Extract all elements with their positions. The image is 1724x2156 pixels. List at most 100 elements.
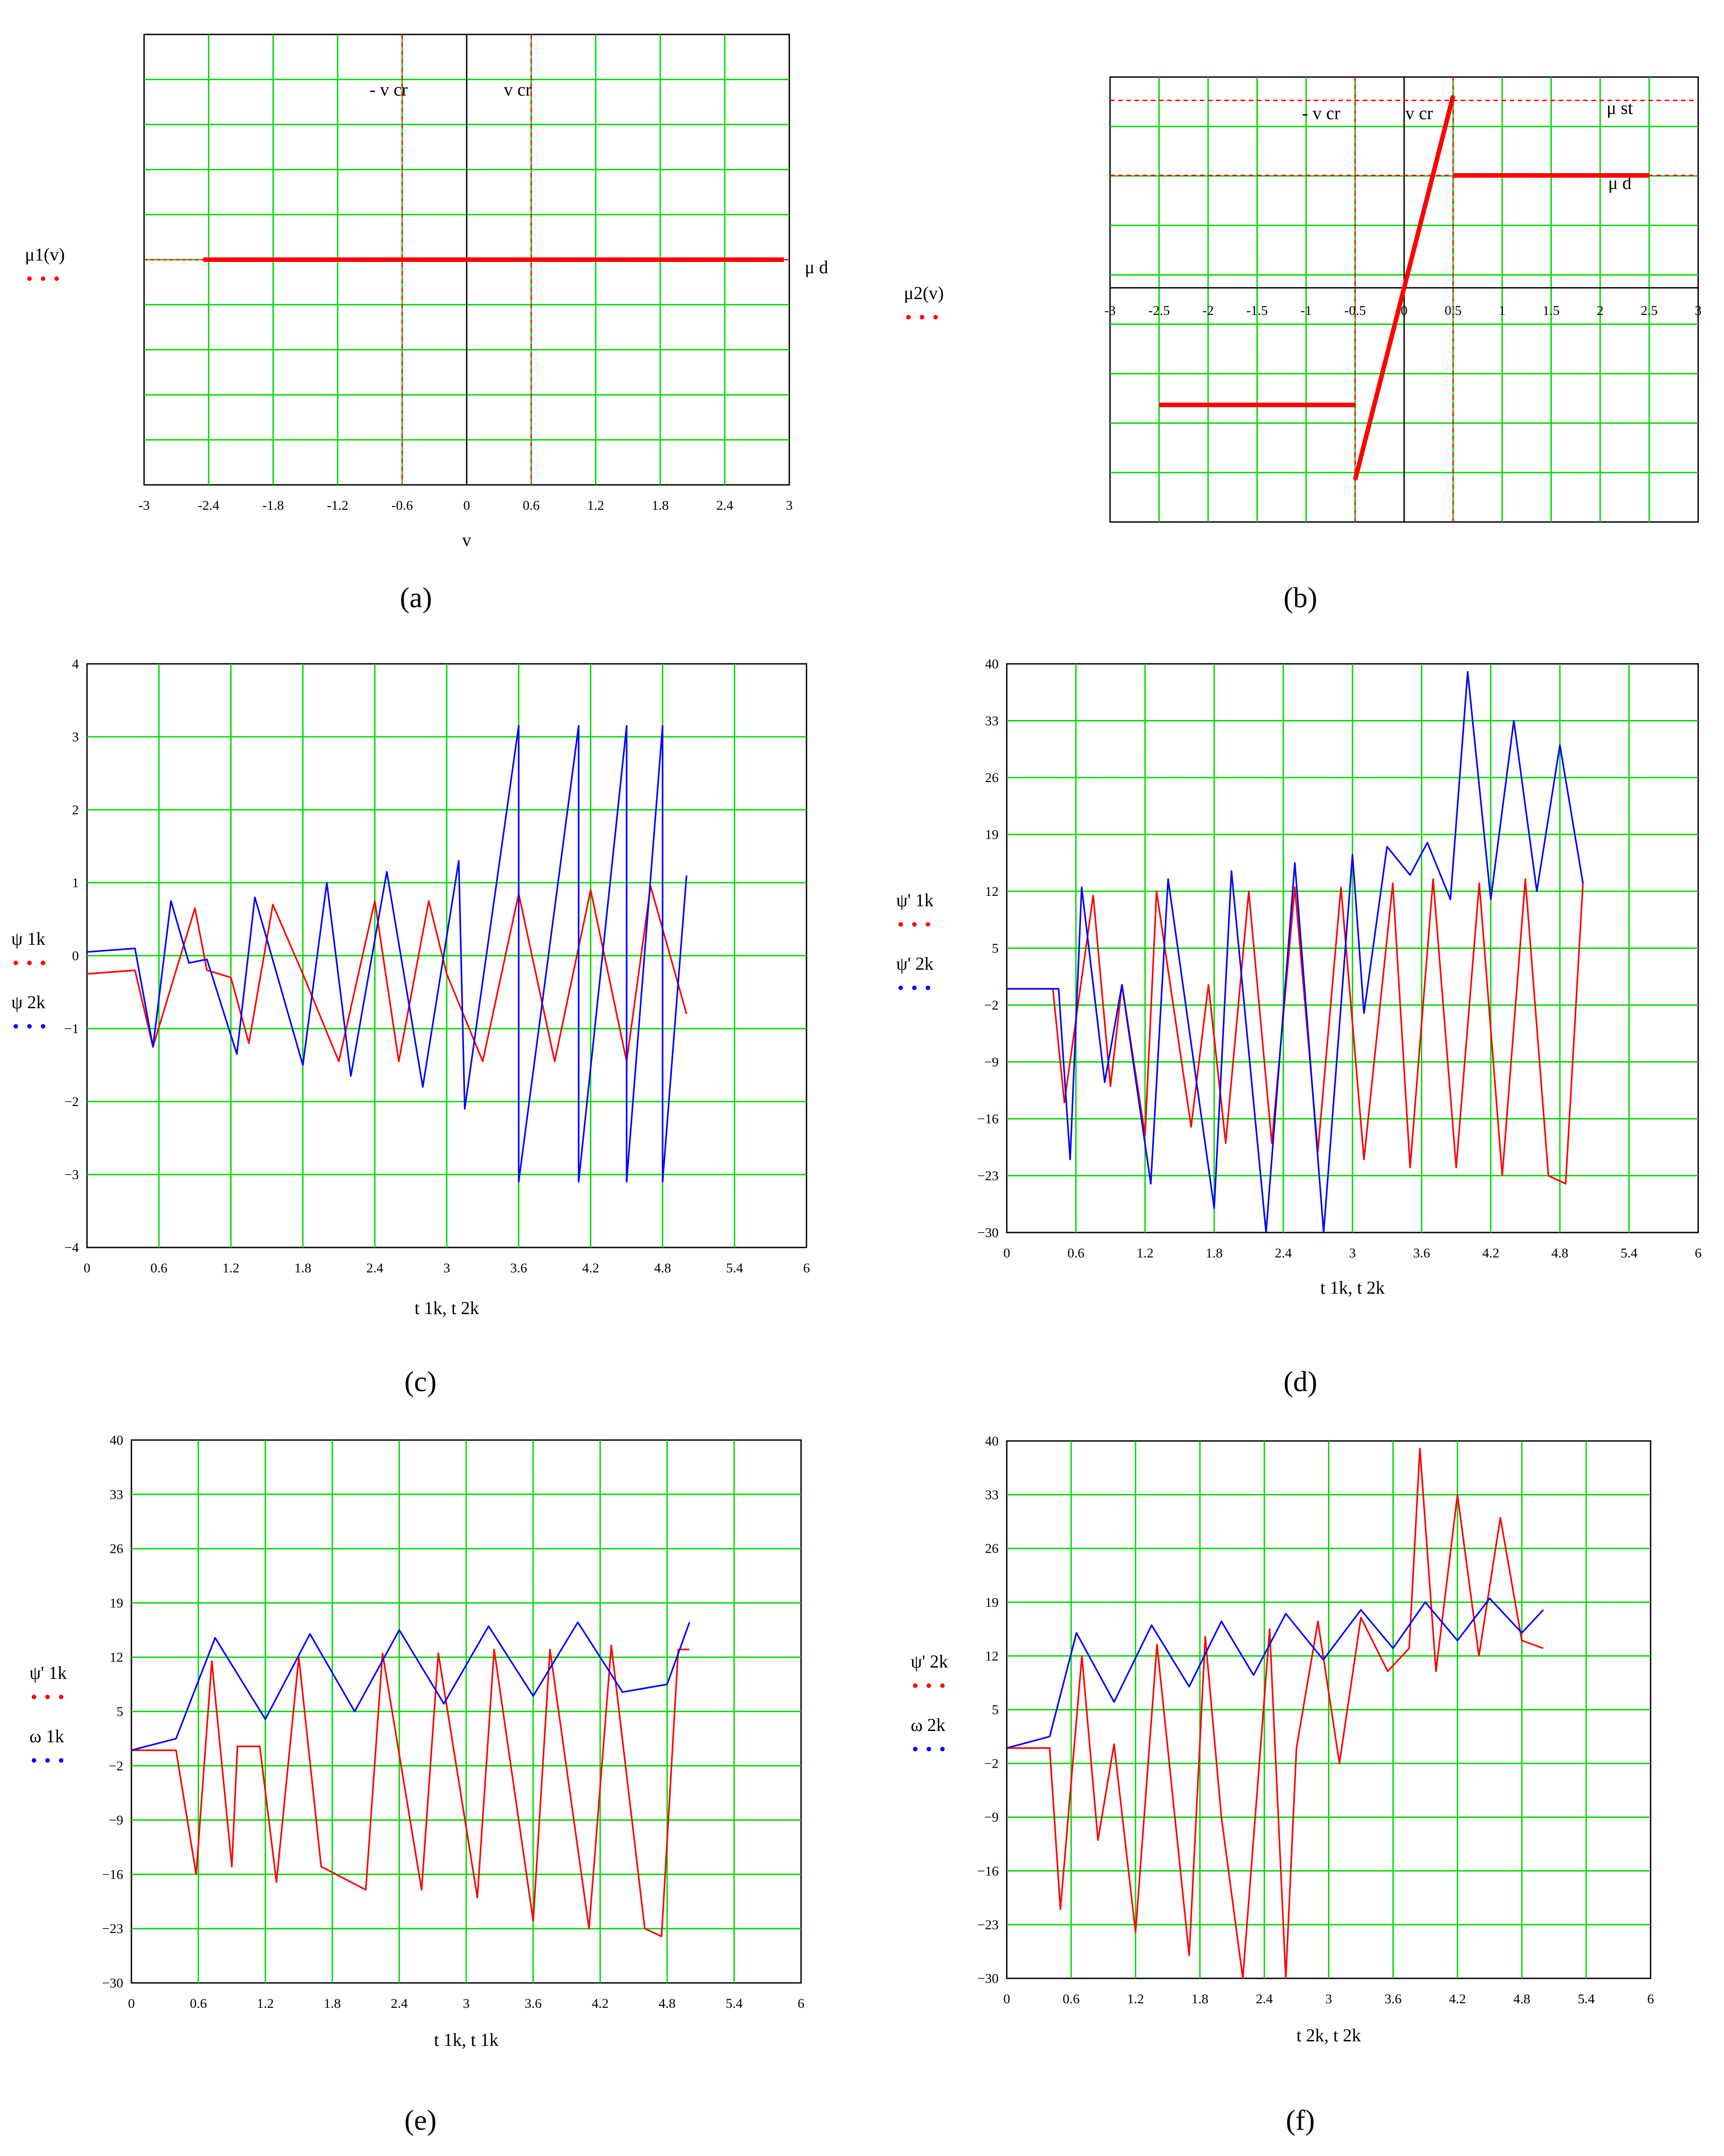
reference-label: v cr xyxy=(504,79,531,100)
legend-marker xyxy=(940,1683,945,1688)
y-tick-label: −16 xyxy=(102,1867,123,1882)
legend-marker xyxy=(940,1747,945,1751)
x-tick-label: 1.8 xyxy=(1206,1246,1223,1261)
x-tick-label: -0.6 xyxy=(391,498,413,513)
x-tick-label: -0.5 xyxy=(1344,303,1366,318)
series-line xyxy=(131,1644,690,1938)
x-tick-label: 1.8 xyxy=(652,498,669,513)
x-tick-label: 2.4 xyxy=(1256,1992,1273,2006)
x-tick-label: 3 xyxy=(444,1261,450,1276)
x-axis-label: v xyxy=(462,530,471,550)
x-tick-label: 6 xyxy=(803,1261,810,1276)
x-tick-label: 1.2 xyxy=(222,1261,240,1276)
reference-label: - v cr xyxy=(369,79,407,100)
x-tick-label: 5.4 xyxy=(725,1996,743,2011)
legend-label: ψ 2k xyxy=(11,992,45,1012)
x-tick-label: 0 xyxy=(128,1996,135,2011)
x-tick-label: 6 xyxy=(798,1996,805,2011)
x-tick-label: -1.8 xyxy=(262,498,284,513)
x-axis-label: t 1k, t 2k xyxy=(1320,1277,1385,1298)
legend-marker xyxy=(27,961,32,965)
legend-label: μ1(v) xyxy=(25,244,65,265)
x-tick-label: 0 xyxy=(464,498,470,513)
x-tick-label: 1.8 xyxy=(324,1996,341,2011)
x-tick-label: 4.8 xyxy=(654,1261,671,1276)
x-tick-label: 2.4 xyxy=(391,1996,408,2011)
legend-marker xyxy=(926,922,930,927)
y-tick-label: −4 xyxy=(64,1240,79,1255)
x-axis-label: t 2k, t 2k xyxy=(1296,2025,1361,2045)
x-tick-label: 3.6 xyxy=(1413,1246,1430,1261)
legend-label: ψ 1k xyxy=(11,928,45,949)
x-tick-label: 5.4 xyxy=(1621,1246,1638,1261)
legend-marker xyxy=(59,1758,63,1763)
legend-label: ψ' 1k xyxy=(896,890,933,910)
y-tick-label: 5 xyxy=(992,941,999,956)
x-tick-label: 3 xyxy=(1325,1992,1332,2006)
legend-marker xyxy=(41,961,45,965)
x-tick-label: -1 xyxy=(1300,303,1312,318)
x-tick-label: 3.6 xyxy=(525,1996,542,2011)
x-tick-label: 3 xyxy=(1695,303,1702,318)
x-tick-label: 2 xyxy=(1597,303,1603,318)
legend-marker xyxy=(27,276,32,281)
x-tick-label: 1.8 xyxy=(1192,1992,1209,2006)
chart-d: 0 0.6 1.2 1.8 2.4 3 3.6 4.2 4.8 5.4 6 −30 −23 −16 −9 −2… xyxy=(896,657,1702,1397)
x-tick-label: -3 xyxy=(1105,303,1116,318)
legend-marker xyxy=(913,1747,918,1751)
x-tick-label: 0.5 xyxy=(1444,303,1462,318)
y-tick-label: 19 xyxy=(110,1595,123,1610)
annotation-label: μ d xyxy=(805,257,828,277)
legend-marker xyxy=(45,1758,50,1763)
x-tick-label: 6 xyxy=(1695,1246,1702,1261)
chart-f: 0 0.6 1.2 1.8 2.4 3 3.6 4.2 4.8 5.4 6 −30 −23 −16 −9 −2… xyxy=(911,1434,1654,2136)
y-tick-label: −2 xyxy=(64,1094,79,1109)
y-tick-label: 12 xyxy=(985,884,999,899)
caption: (a) xyxy=(400,581,432,614)
series-line xyxy=(1007,671,1584,1233)
legend-label: ψ' 2k xyxy=(896,953,933,974)
y-tick-label: −30 xyxy=(102,1976,123,1991)
legend-label: ω 1k xyxy=(29,1726,64,1746)
legend-marker xyxy=(912,922,917,927)
x-tick-label: 1.2 xyxy=(257,1996,274,2011)
x-tick-label: -2.5 xyxy=(1148,303,1170,318)
series-line xyxy=(1007,1448,1544,1979)
x-tick-label: 3 xyxy=(1349,1246,1356,1261)
y-tick-label: 33 xyxy=(985,1488,999,1503)
x-tick-label: 0.6 xyxy=(150,1261,168,1276)
series-line xyxy=(1007,878,1584,1185)
y-tick-label: 2 xyxy=(72,802,79,817)
x-tick-label: -1.2 xyxy=(327,498,348,513)
legend-marker xyxy=(898,986,903,990)
legend-label: ω 2k xyxy=(911,1715,945,1735)
x-axis-label: t 1k, t 2k xyxy=(415,1298,479,1318)
caption: (d) xyxy=(1284,1365,1318,1397)
x-tick-label: 4.2 xyxy=(1449,1992,1466,2006)
x-tick-label: 6 xyxy=(1647,1992,1654,2006)
series-line xyxy=(1006,1597,1544,1749)
y-tick-label: −23 xyxy=(977,1917,999,1932)
y-tick-label: −30 xyxy=(977,1225,999,1240)
reference-label: μ st xyxy=(1607,98,1633,118)
x-tick-label: 1.2 xyxy=(587,498,604,513)
y-tick-label: −2 xyxy=(984,998,999,1013)
y-tick-label: 12 xyxy=(985,1648,999,1663)
legend-marker xyxy=(27,1024,32,1029)
legend-marker xyxy=(920,315,924,319)
y-tick-label: 3 xyxy=(72,730,79,744)
y-tick-label: −9 xyxy=(109,1813,123,1828)
legend-marker xyxy=(32,1695,36,1699)
y-tick-label: −2 xyxy=(109,1759,123,1774)
legend-marker xyxy=(927,1747,931,1751)
legend-marker xyxy=(912,986,917,990)
x-tick-label: 0 xyxy=(1004,1246,1010,1261)
x-tick-label: 0.6 xyxy=(523,498,540,513)
x-tick-label: 5.4 xyxy=(726,1261,743,1276)
x-tick-label: 3 xyxy=(786,498,793,513)
x-tick-label: 0.6 xyxy=(1062,1992,1080,2006)
legend-label: μ2(v) xyxy=(904,283,944,303)
y-tick-label: 40 xyxy=(110,1433,123,1448)
legend-marker xyxy=(898,922,903,927)
legend-marker xyxy=(906,315,911,319)
